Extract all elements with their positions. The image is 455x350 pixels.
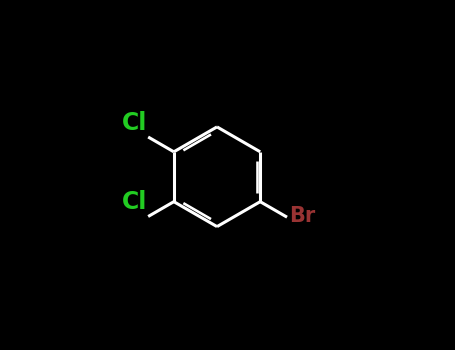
Text: Br: Br [289, 206, 315, 226]
Text: Cl: Cl [121, 111, 147, 135]
Text: Cl: Cl [121, 190, 147, 214]
